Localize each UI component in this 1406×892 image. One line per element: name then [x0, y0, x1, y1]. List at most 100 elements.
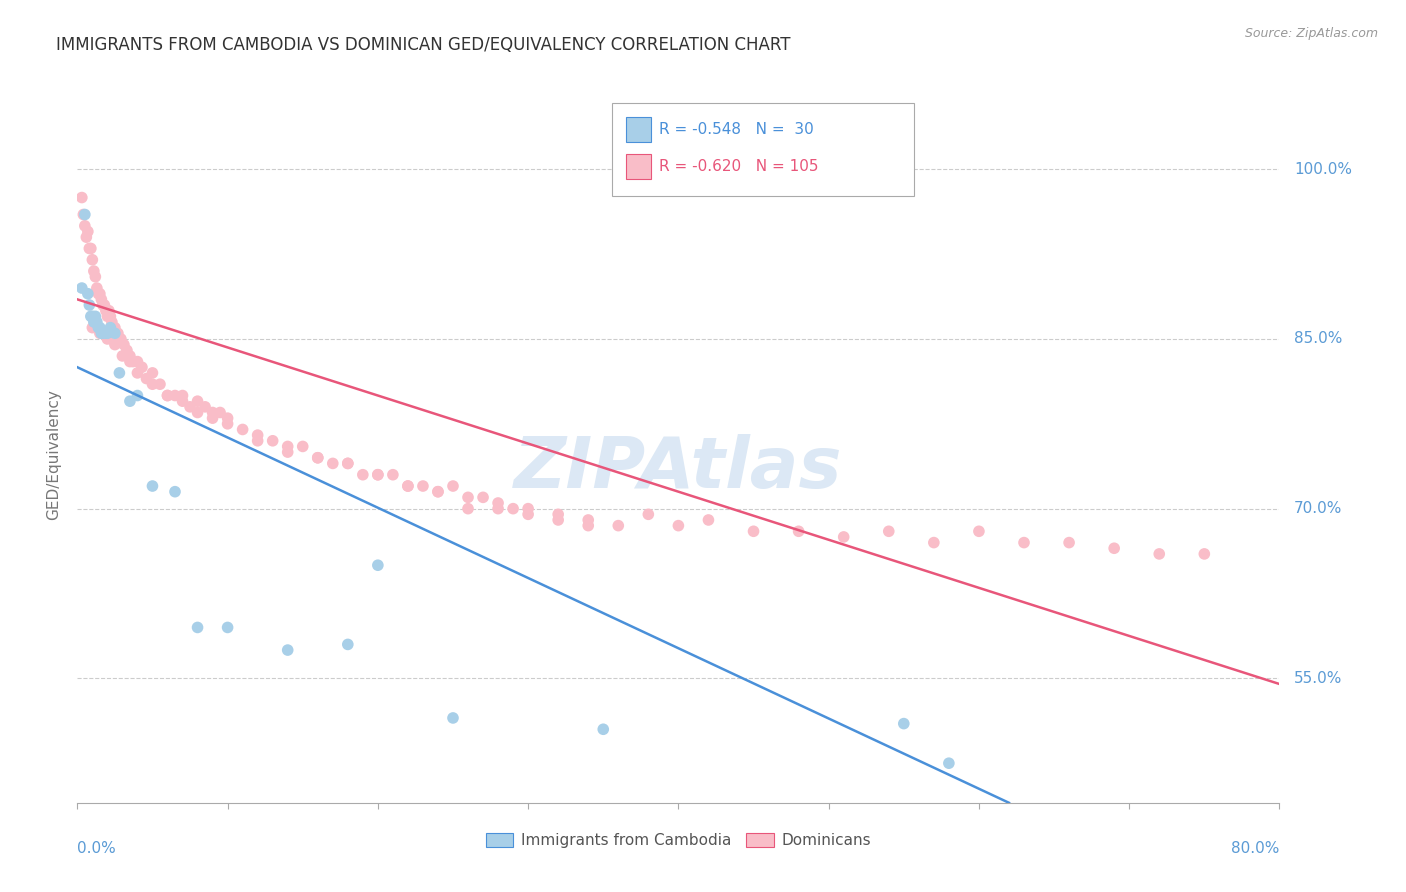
Text: 55.0%: 55.0%	[1294, 671, 1343, 686]
Point	[322, 457, 344, 471]
Text: 80.0%: 80.0%	[1232, 841, 1279, 856]
Point	[112, 337, 135, 351]
Point	[336, 637, 359, 651]
Point	[127, 354, 149, 368]
Point	[336, 457, 359, 471]
Y-axis label: GED/Equivalency: GED/Equivalency	[46, 390, 62, 520]
Point	[186, 394, 209, 409]
Point	[73, 219, 96, 233]
Text: 100.0%: 100.0%	[1294, 161, 1353, 177]
Point	[127, 388, 149, 402]
Point	[576, 513, 599, 527]
Point	[637, 508, 659, 522]
Text: ZIPAtlas: ZIPAtlas	[515, 434, 842, 503]
Point	[367, 558, 389, 573]
Point	[87, 286, 110, 301]
Point	[70, 190, 93, 204]
Point	[149, 377, 172, 392]
Point	[217, 417, 239, 431]
Point	[100, 310, 122, 324]
Point	[517, 501, 540, 516]
Point	[787, 524, 810, 539]
Point	[547, 508, 569, 522]
Point	[104, 320, 127, 334]
Point	[668, 518, 690, 533]
Point	[103, 320, 125, 334]
Point	[186, 620, 209, 634]
Point	[89, 320, 111, 334]
Point	[472, 491, 495, 505]
Point	[135, 371, 157, 385]
Text: 85.0%: 85.0%	[1294, 332, 1343, 346]
Point	[107, 326, 129, 341]
Point	[87, 320, 110, 334]
Point	[84, 310, 107, 324]
Point	[91, 298, 114, 312]
Point	[89, 326, 111, 341]
Point	[517, 508, 540, 522]
Point	[592, 723, 614, 737]
Point	[1102, 541, 1125, 556]
Point	[118, 354, 141, 368]
Point	[576, 518, 599, 533]
Point	[94, 303, 117, 318]
Point	[1149, 547, 1171, 561]
Point	[96, 332, 118, 346]
Point	[93, 326, 115, 341]
Point	[1194, 547, 1216, 561]
Point	[156, 388, 179, 402]
Point	[108, 366, 131, 380]
Point	[938, 756, 960, 771]
Point	[156, 388, 179, 402]
Point	[502, 501, 524, 516]
Point	[457, 501, 479, 516]
Point	[115, 343, 138, 358]
Text: 70.0%: 70.0%	[1294, 501, 1343, 516]
Point	[547, 513, 569, 527]
Text: R = -0.620   N = 105: R = -0.620 N = 105	[659, 160, 818, 174]
Point	[79, 242, 101, 256]
Point	[83, 264, 105, 278]
Point	[427, 484, 450, 499]
Point	[277, 445, 299, 459]
Point	[111, 349, 134, 363]
Point	[82, 320, 104, 334]
Point	[163, 484, 186, 499]
Point	[70, 281, 93, 295]
Point	[118, 349, 141, 363]
Point	[291, 439, 314, 453]
Point	[922, 535, 945, 549]
Point	[93, 298, 115, 312]
Point	[80, 242, 103, 256]
Point	[172, 388, 194, 402]
Point	[367, 467, 389, 482]
Point	[82, 252, 104, 267]
Point	[83, 315, 105, 329]
Point	[163, 388, 186, 402]
Point	[82, 310, 104, 324]
Point	[76, 225, 98, 239]
Point	[277, 439, 299, 453]
Point	[246, 428, 269, 442]
Point	[76, 286, 98, 301]
Point	[96, 326, 118, 341]
Text: R = -0.548   N =  30: R = -0.548 N = 30	[659, 122, 814, 136]
Point	[201, 405, 224, 419]
Point	[381, 467, 404, 482]
Point	[742, 524, 765, 539]
Point	[96, 310, 118, 324]
Point	[336, 457, 359, 471]
Point	[893, 716, 915, 731]
Point	[84, 269, 107, 284]
Point	[967, 524, 990, 539]
Point	[86, 281, 108, 295]
Point	[262, 434, 284, 448]
Point	[832, 530, 855, 544]
Point	[307, 450, 329, 465]
Point	[79, 298, 101, 312]
Point	[104, 337, 127, 351]
Point	[179, 400, 201, 414]
Point	[127, 366, 149, 380]
Point	[457, 491, 479, 505]
Point	[367, 467, 389, 482]
